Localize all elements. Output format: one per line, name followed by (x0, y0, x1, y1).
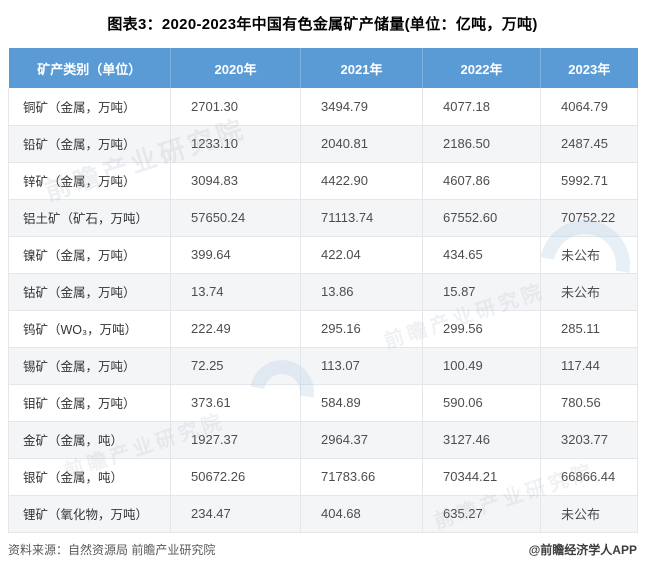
value-cell: 590.06 (422, 384, 541, 422)
value-cell: 未公布 (540, 273, 638, 311)
category-cell: 钴矿（金属，万吨） (8, 273, 171, 311)
category-cell: 铅矿（金属，万吨） (8, 125, 171, 163)
header-row: 矿产类别（单位） 2020年 2021年 2022年 2023年 (8, 48, 638, 88)
category-cell: 铝土矿（矿石，万吨） (8, 199, 171, 237)
category-cell: 锌矿（金属，万吨） (8, 162, 171, 200)
table-row: 钼矿（金属，万吨） 373.61 584.89 590.06 780.56 (8, 384, 638, 422)
value-cell: 13.86 (300, 273, 423, 311)
value-cell: 399.64 (170, 236, 301, 274)
category-cell: 锂矿（氧化物，万吨） (8, 495, 171, 533)
value-cell: 4077.18 (422, 88, 541, 126)
value-cell: 434.65 (422, 236, 541, 274)
column-header: 2021年 (300, 48, 423, 88)
value-cell: 1233.10 (170, 125, 301, 163)
value-cell: 373.61 (170, 384, 301, 422)
value-cell: 3203.77 (540, 421, 638, 459)
value-cell: 66866.44 (540, 458, 638, 496)
table-row: 银矿（金属，吨） 50672.26 71783.66 70344.21 66866.44 (8, 458, 638, 496)
value-cell: 2701.30 (170, 88, 301, 126)
table-row: 锌矿（金属，万吨） 3094.83 4422.90 4607.86 5992.71 (8, 162, 638, 200)
column-header: 矿产类别（单位） (8, 48, 171, 88)
table-row: 铜矿（金属，万吨） 2701.30 3494.79 4077.18 4064.79 (8, 88, 638, 126)
value-cell: 未公布 (540, 495, 638, 533)
value-cell: 未公布 (540, 236, 638, 274)
column-header: 2022年 (422, 48, 541, 88)
value-cell: 13.74 (170, 273, 301, 311)
table-row: 镍矿（金属，万吨） 399.64 422.04 434.65 未公布 (8, 236, 638, 274)
value-cell: 2487.45 (540, 125, 638, 163)
value-cell: 70752.22 (540, 199, 638, 237)
value-cell: 50672.26 (170, 458, 301, 496)
figure-title: 图表3：2020-2023年中国有色金属矿产储量(单位：亿吨，万吨) (107, 16, 538, 33)
table-row: 钨矿（WO₃，万吨） 222.49 295.16 299.56 285.11 (8, 310, 638, 348)
source-note: 资料来源：自然资源局 前瞻产业研究院 (8, 543, 216, 557)
value-cell: 15.87 (422, 273, 541, 311)
value-cell: 4607.86 (422, 162, 541, 200)
category-cell: 钨矿（WO₃，万吨） (8, 310, 171, 348)
value-cell: 71783.66 (300, 458, 423, 496)
value-cell: 100.49 (422, 347, 541, 385)
value-cell: 5992.71 (540, 162, 638, 200)
value-cell: 2040.81 (300, 125, 423, 163)
table-body: 铜矿（金属，万吨） 2701.30 3494.79 4077.18 4064.79 铅矿（… (8, 88, 638, 533)
table-row: 金矿（金属，吨） 1927.37 2964.37 3127.46 3203.77 (8, 421, 638, 459)
value-cell: 4422.90 (300, 162, 423, 200)
value-cell: 234.47 (170, 495, 301, 533)
value-cell: 1927.37 (170, 421, 301, 459)
category-cell: 锡矿（金属，万吨） (8, 347, 171, 385)
value-cell: 422.04 (300, 236, 423, 274)
table-row: 钴矿（金属，万吨） 13.74 13.86 15.87 未公布 (8, 273, 638, 311)
value-cell: 285.11 (540, 310, 638, 348)
value-cell: 3494.79 (300, 88, 423, 126)
category-cell: 银矿（金属，吨） (8, 458, 171, 496)
table-row: 锡矿（金属，万吨） 72.25 113.07 100.49 117.44 (8, 347, 638, 385)
value-cell: 635.27 (422, 495, 541, 533)
value-cell: 299.56 (422, 310, 541, 348)
value-cell: 780.56 (540, 384, 638, 422)
reserves-table: 矿产类别（单位） 2020年 2021年 2022年 2023年 铜矿（金属，万吨） 27… (8, 48, 638, 533)
value-cell: 117.44 (540, 347, 638, 385)
value-cell: 404.68 (300, 495, 423, 533)
figure-footer: 资料来源：自然资源局 前瞻产业研究院 @前瞻经济学人APP (8, 541, 637, 558)
value-cell: 2186.50 (422, 125, 541, 163)
credit-note: @前瞻经济学人APP (528, 543, 637, 557)
value-cell: 67552.60 (422, 199, 541, 237)
category-cell: 镍矿（金属，万吨） (8, 236, 171, 274)
category-cell: 铜矿（金属，万吨） (8, 88, 171, 126)
value-cell: 584.89 (300, 384, 423, 422)
value-cell: 3094.83 (170, 162, 301, 200)
value-cell: 222.49 (170, 310, 301, 348)
value-cell: 71113.74 (300, 199, 423, 237)
category-cell: 钼矿（金属，万吨） (8, 384, 171, 422)
column-header: 2020年 (170, 48, 301, 88)
value-cell: 3127.46 (422, 421, 541, 459)
value-cell: 70344.21 (422, 458, 541, 496)
value-cell: 2964.37 (300, 421, 423, 459)
value-cell: 295.16 (300, 310, 423, 348)
value-cell: 57650.24 (170, 199, 301, 237)
value-cell: 113.07 (300, 347, 423, 385)
value-cell: 4064.79 (540, 88, 638, 126)
table-row: 铅矿（金属，万吨） 1233.10 2040.81 2186.50 2487.45 (8, 125, 638, 163)
table-row: 锂矿（氧化物，万吨） 234.47 404.68 635.27 未公布 (8, 495, 638, 533)
value-cell: 72.25 (170, 347, 301, 385)
column-header: 2023年 (540, 48, 638, 88)
table-row: 铝土矿（矿石，万吨） 57650.24 71113.74 67552.60 70752.… (8, 199, 638, 237)
category-cell: 金矿（金属，吨） (8, 421, 171, 459)
